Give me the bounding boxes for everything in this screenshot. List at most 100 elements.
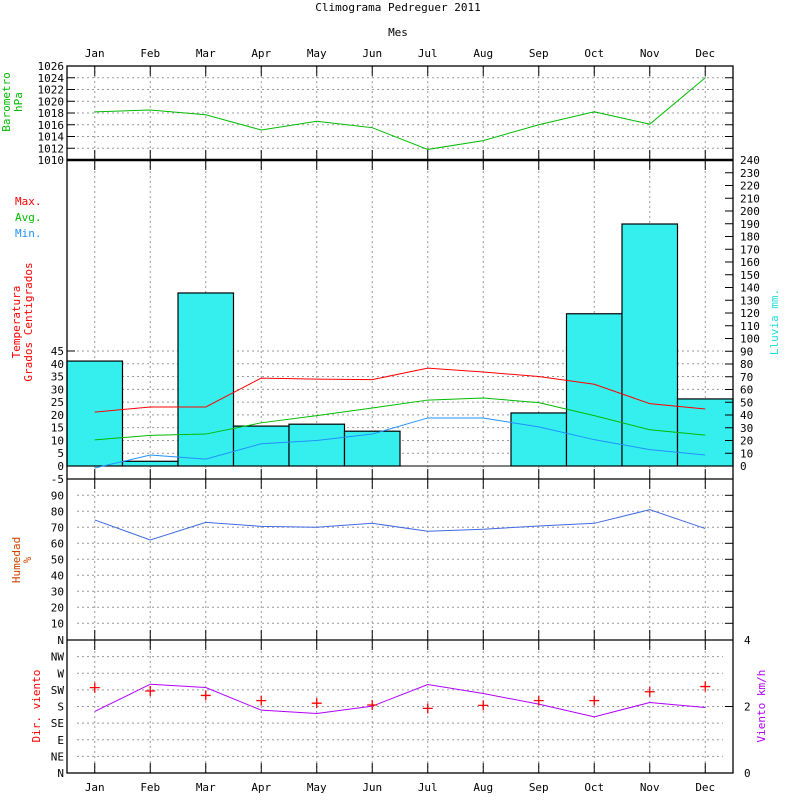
rain-bar <box>232 425 290 467</box>
wind-speed-tick-label: 4 <box>744 634 751 647</box>
temperature-axis-label: Temperatura <box>10 286 23 359</box>
month-label-bottom: Feb <box>140 781 160 794</box>
humidity-tick-label: 90 <box>51 489 64 502</box>
rain-tick-label: 140 <box>740 282 760 295</box>
barometer-tick-label: 1016 <box>38 119 65 132</box>
temperature-tick-label: 40 <box>51 358 64 371</box>
temperature-tick-label: 10 <box>51 434 64 447</box>
month-label-bottom: Jan <box>85 781 105 794</box>
temperature-line-avg <box>94 397 706 441</box>
rain-tick-label: 60 <box>740 384 753 397</box>
month-label-top: Feb <box>140 47 160 60</box>
temperature-line-max <box>94 367 706 413</box>
wind-speed-axis-label: Viento km/h <box>755 670 768 743</box>
rain-bar <box>121 460 179 467</box>
wind-direction-marker <box>256 695 267 706</box>
wind-direction-tick-label: N <box>57 767 64 780</box>
rain-tick-label: 220 <box>740 180 760 193</box>
humidity-axis-unit: % <box>21 556 34 563</box>
barometer-tick-label: 1014 <box>38 131 65 144</box>
month-label-bottom: Sep <box>529 781 549 794</box>
wind-direction-tick-label: W <box>57 667 64 680</box>
month-label-bottom: May <box>307 781 327 794</box>
x-axis-label: Mes <box>388 26 408 39</box>
barometer-tick-label: 1020 <box>38 95 65 108</box>
humidity-tick-label: 10 <box>51 617 64 630</box>
rain-tick-label: 30 <box>740 422 753 435</box>
month-label-top: Aug <box>473 47 493 60</box>
rain-axis-label: Lluvia mm. <box>768 289 781 355</box>
rain-tick-label: 0 <box>740 460 747 473</box>
wind-speed-tick-label: 2 <box>744 701 751 714</box>
month-label-top: Sep <box>529 47 549 60</box>
wind-direction-marker <box>145 685 156 696</box>
humidity-tick-label: 20 <box>51 601 64 614</box>
humidity-tick-label: 60 <box>51 537 64 550</box>
wind-direction-marker <box>200 690 211 701</box>
humidity-tick-label: 40 <box>51 569 64 582</box>
month-label-top: Oct <box>584 47 604 60</box>
rain-tick-label: 100 <box>740 333 760 346</box>
month-label-top: Apr <box>251 47 271 60</box>
barometer-tick-label: 1012 <box>38 142 65 155</box>
wind-direction-marker <box>478 700 489 711</box>
rain-bar <box>621 223 679 467</box>
rain-tick-label: 20 <box>740 435 753 448</box>
rain-tick-label: 170 <box>740 243 760 256</box>
rain-tick-label: 190 <box>740 218 760 231</box>
wind-direction-tick-label: N <box>57 634 64 647</box>
barometer-tick-label: 1010 <box>38 154 65 167</box>
legend-entry-avg: Avg. <box>15 211 42 224</box>
temperature-line-min <box>94 417 706 469</box>
rain-tick-label: 200 <box>740 205 760 218</box>
month-label-top: Dec <box>695 47 715 60</box>
humidity-tick-label: 30 <box>51 585 64 598</box>
barometer-tick-label: 1022 <box>38 84 65 97</box>
temperature-tick-label: 5 <box>57 447 64 460</box>
wind-direction-marker <box>89 682 100 693</box>
wind-direction-marker <box>311 698 322 709</box>
humidity-axis-label: Humedad <box>10 537 23 583</box>
temperature-tick-label: 0 <box>57 460 64 473</box>
month-label-bottom: Mar <box>196 781 216 794</box>
month-label-top: Jul <box>418 47 438 60</box>
month-label-top: Nov <box>640 47 660 60</box>
wind-direction-marker <box>700 681 711 692</box>
wind-direction-axis-label: Dir. viento <box>30 670 43 743</box>
barometer-axis-unit: hPa <box>12 92 25 112</box>
rain-bar <box>510 412 568 467</box>
rain-tick-label: 90 <box>740 345 753 358</box>
month-label-bottom: Nov <box>640 781 660 794</box>
month-label-top: Mar <box>196 47 216 60</box>
month-label-bottom: Dec <box>695 781 715 794</box>
rain-tick-label: 160 <box>740 256 760 269</box>
rain-bar <box>343 430 401 467</box>
temperature-tick-label: 25 <box>51 396 64 409</box>
barometer-tick-label: 1018 <box>38 107 65 120</box>
rain-tick-label: 230 <box>740 167 760 180</box>
temperature-tick-label: 20 <box>51 409 64 422</box>
plot-frame <box>66 65 734 774</box>
wind-direction-tick-label: SW <box>51 684 65 697</box>
month-label-bottom: Apr <box>251 781 271 794</box>
humidity-tick-label: 70 <box>51 521 64 534</box>
rain-tick-label: 10 <box>740 447 753 460</box>
month-label-top: May <box>307 47 327 60</box>
temperature-tick-label: 45 <box>51 345 64 358</box>
wind-direction-marker <box>533 695 544 706</box>
barometer-line <box>94 77 706 150</box>
wind-direction-tick-label: S <box>57 701 64 714</box>
wind-direction-tick-label: E <box>57 734 64 747</box>
barometer-axis-label: Barometro <box>0 72 13 132</box>
month-label-bottom: Aug <box>473 781 493 794</box>
temperature-axis-unit: Grados Centigrados <box>22 262 35 381</box>
temperature-tick-label: -5 <box>51 473 64 486</box>
rain-tick-label: 240 <box>740 154 760 167</box>
humidity-line <box>94 509 706 541</box>
wind-direction-tick-label: SE <box>51 717 64 730</box>
wind-direction-marker <box>644 686 655 697</box>
month-label-top: Jan <box>85 47 105 60</box>
rain-bar <box>66 360 124 467</box>
legend-entry-max: Max. <box>15 195 42 208</box>
